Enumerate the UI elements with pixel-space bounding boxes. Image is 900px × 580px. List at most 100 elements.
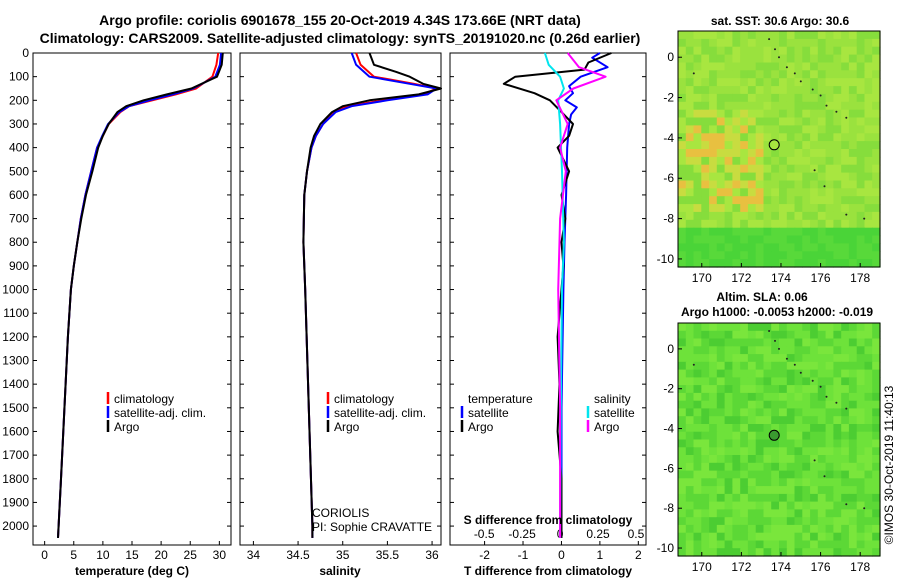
map-cell xyxy=(833,78,842,87)
map-cell xyxy=(678,211,687,221)
map-cell xyxy=(825,486,834,495)
map-cell xyxy=(693,211,702,221)
map-cell xyxy=(794,149,803,158)
map-cell xyxy=(740,156,749,166)
map-cell xyxy=(678,259,687,268)
map-cell xyxy=(693,517,702,526)
map-cell xyxy=(678,330,687,340)
map-cell xyxy=(693,149,702,158)
map-cell xyxy=(786,78,796,87)
map-cell xyxy=(685,62,695,71)
map-cell xyxy=(779,548,788,557)
map-cell xyxy=(779,338,788,347)
map-cell xyxy=(716,164,726,174)
map-cell xyxy=(771,548,780,557)
map-cell xyxy=(701,462,710,472)
map-cell xyxy=(740,101,749,111)
map-cell xyxy=(841,211,850,221)
map-cell xyxy=(709,219,718,229)
map-cell xyxy=(864,462,873,472)
map-cell xyxy=(833,431,842,441)
map-cell xyxy=(841,141,850,150)
map-cell xyxy=(740,400,749,410)
pi-annotation: PI: Sophie CRAVATTE xyxy=(312,520,432,534)
map-cell xyxy=(747,524,757,534)
map-cell xyxy=(864,86,873,95)
map-cell xyxy=(732,180,741,189)
map-cell xyxy=(848,424,858,433)
map-cell xyxy=(678,243,687,252)
map-y-tick-label: 0 xyxy=(667,342,674,356)
map-cell xyxy=(864,392,873,402)
map-cell xyxy=(841,540,850,549)
map-x-tick-label: 178 xyxy=(850,271,870,285)
map-cell xyxy=(856,227,866,237)
map-cell xyxy=(709,455,718,464)
map-cell xyxy=(763,117,772,126)
map-cell xyxy=(856,78,866,87)
map-cell xyxy=(802,439,811,448)
map-cell xyxy=(685,219,695,229)
map-cell xyxy=(786,180,796,189)
island-dot xyxy=(835,110,838,113)
map-cell xyxy=(817,548,827,557)
map-cell xyxy=(802,86,811,95)
map-cell xyxy=(833,377,842,386)
map-cell xyxy=(786,524,796,534)
map-cell xyxy=(755,156,765,166)
map-cell xyxy=(701,385,710,394)
map-cell xyxy=(755,478,765,487)
map-cell xyxy=(740,369,749,378)
map-cell xyxy=(794,439,803,448)
map-cell xyxy=(872,424,881,433)
map-cell xyxy=(724,486,733,495)
map-cell xyxy=(685,330,695,340)
map-cell xyxy=(763,164,772,174)
map-cell xyxy=(841,219,850,229)
legend-argo-label: Argo xyxy=(334,420,360,434)
map-cell xyxy=(740,509,749,518)
map-cell xyxy=(825,385,834,394)
map-cell xyxy=(732,462,741,472)
map-cell xyxy=(693,548,702,557)
map-cell xyxy=(872,361,881,371)
map-cell xyxy=(755,548,765,557)
map-cell xyxy=(872,164,881,174)
map-cell xyxy=(864,62,873,71)
map-cell xyxy=(732,501,741,510)
map-cell xyxy=(747,431,757,441)
map-cell xyxy=(833,354,842,363)
map-cell xyxy=(856,259,866,268)
map-cell xyxy=(779,501,788,510)
map-cell xyxy=(716,548,726,557)
map-cell xyxy=(732,338,741,347)
map-cell xyxy=(786,109,796,119)
map-cell xyxy=(763,517,772,526)
map-cell xyxy=(779,455,788,464)
island-dot xyxy=(799,80,802,83)
map-cell xyxy=(763,125,772,134)
map-cell xyxy=(779,46,788,56)
map-cell xyxy=(693,392,702,402)
map-cell xyxy=(872,156,881,166)
map-cell xyxy=(841,149,850,158)
map-cell xyxy=(678,509,687,518)
map-cell xyxy=(755,133,765,142)
map-cell xyxy=(841,188,850,197)
map-cell xyxy=(833,196,842,205)
map-cell xyxy=(771,478,780,487)
map-cell xyxy=(740,377,749,386)
map-cell xyxy=(763,548,772,557)
map-cell xyxy=(740,532,749,542)
map-cell xyxy=(685,149,695,158)
map-cell xyxy=(732,354,741,363)
map-cell xyxy=(740,385,749,394)
map-cell xyxy=(872,219,881,229)
map-cell xyxy=(724,62,733,71)
map-cell xyxy=(724,196,733,205)
map-cell xyxy=(716,323,726,332)
map-cell xyxy=(794,377,803,386)
map-cell xyxy=(716,133,726,142)
map-cell xyxy=(872,323,881,332)
